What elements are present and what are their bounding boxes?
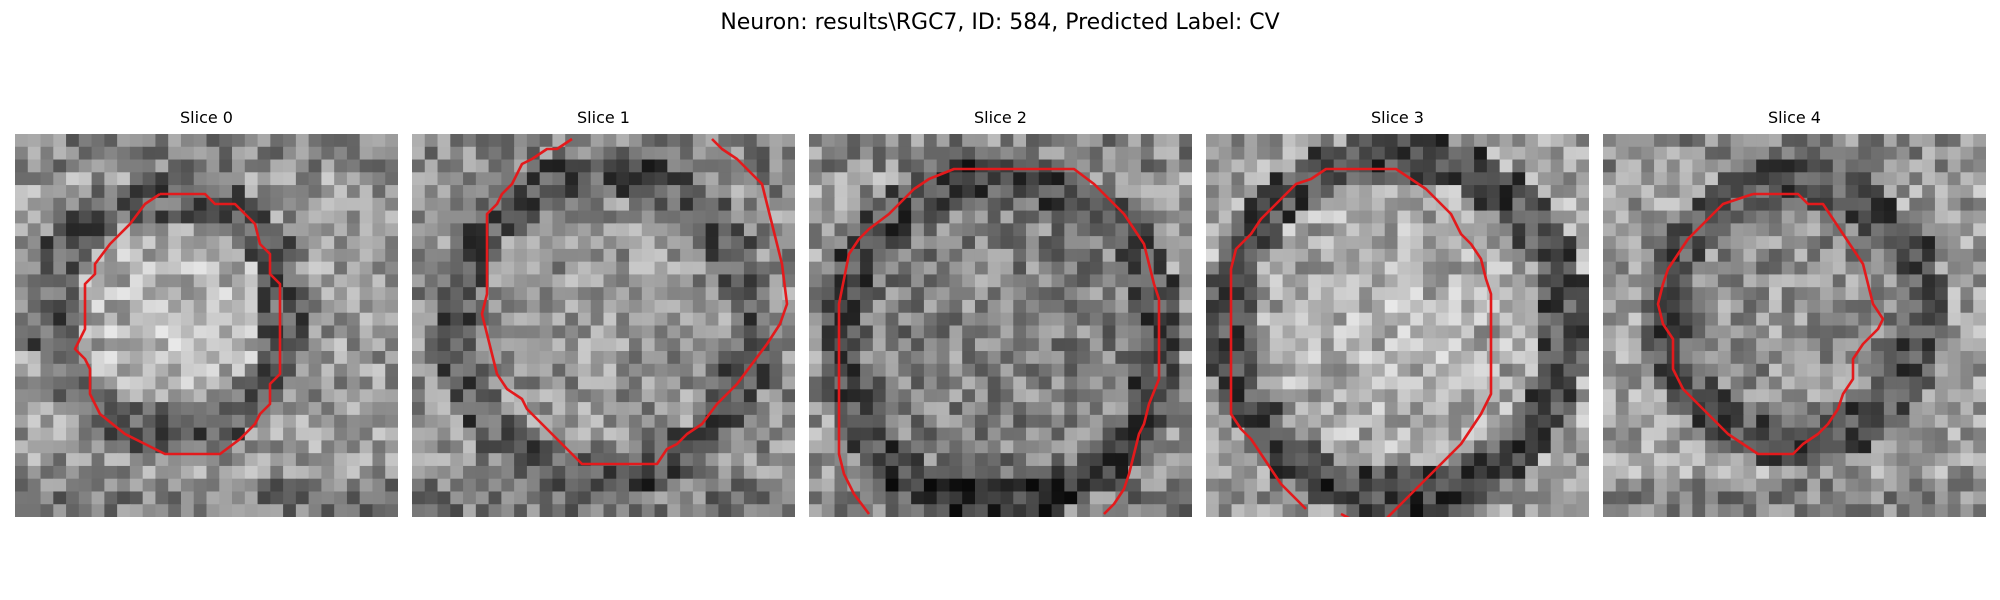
slice-title-1: Slice 1: [412, 106, 795, 130]
slice-image-1: [412, 134, 795, 517]
slice-image-3: [1206, 134, 1589, 517]
slice-image-2: [809, 134, 1192, 517]
slice-image-0: [15, 134, 398, 517]
figure-title: Neuron: results\RGC7, ID: 584, Predicted…: [0, 6, 2000, 40]
slice-image-4: [1603, 134, 1986, 517]
slice-title-4: Slice 4: [1603, 106, 1986, 130]
slice-title-0: Slice 0: [15, 106, 398, 130]
slice-title-2: Slice 2: [809, 106, 1192, 130]
slice-title-3: Slice 3: [1206, 106, 1589, 130]
